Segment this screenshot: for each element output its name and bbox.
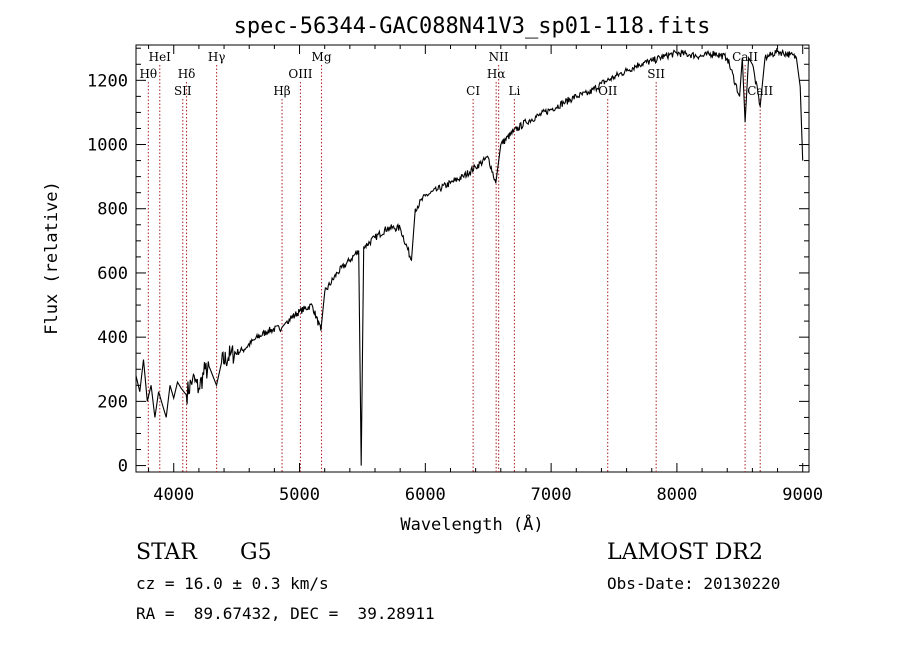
x-tick-label: 8000 — [656, 485, 697, 505]
x-tick-label: 9000 — [782, 485, 823, 505]
x-tick-label: 6000 — [405, 485, 446, 505]
line-marker-label: Mg — [312, 50, 332, 64]
coordinates-text: RA = 89.67432, DEC = 39.28911 — [136, 604, 435, 623]
line-marker-label: SII — [647, 67, 665, 81]
axis-ticks: 4000 5000 6000 7000 8000 9000 0 200 400 600 800 100… — [87, 45, 823, 505]
spectrum-line — [135, 48, 804, 466]
x-axis-label: Wavelength (Å) — [400, 513, 543, 535]
plot-frame — [135, 44, 810, 473]
y-tick-label: 600 — [97, 264, 128, 284]
obs-date-text: Obs-Date: 20130220 — [607, 574, 781, 593]
y-tick-label: 1000 — [87, 136, 128, 156]
line-marker-label: CaII — [732, 50, 758, 64]
y-axis-label: Flux (relative) — [42, 181, 62, 335]
line-marker-label: CaII — [747, 84, 773, 98]
object-class: STAR — [136, 540, 197, 565]
redshift-text: cz = 16.0 ± 0.3 km/s — [136, 574, 329, 593]
chart-title: spec-56344-GAC088N41V3_sp01-118.fits — [234, 14, 711, 39]
line-marker-label: OIII — [288, 67, 312, 81]
line-marker-label: Hβ — [273, 84, 290, 98]
survey-name: LAMOST DR2 — [607, 540, 763, 565]
y-tick-label: 400 — [97, 328, 128, 348]
line-marker-label: Hα — [487, 67, 506, 81]
line-marker-label: OII — [598, 84, 618, 98]
line-marker-label: NII — [489, 50, 509, 64]
line-marker-label: SII — [174, 84, 192, 98]
line-marker-label: Hγ — [208, 50, 226, 64]
y-tick-label: 200 — [97, 392, 128, 412]
x-tick-label: 5000 — [279, 485, 320, 505]
y-tick-label: 0 — [118, 457, 128, 477]
y-tick-label: 1200 — [87, 71, 128, 91]
x-tick-label: 7000 — [531, 485, 572, 505]
y-tick-label: 800 — [97, 200, 128, 220]
object-subclass: G5 — [240, 540, 272, 565]
line-marker-label: HeI — [149, 50, 172, 64]
line-marker-label: CI — [466, 84, 480, 98]
line-marker-label: Li — [508, 84, 520, 98]
line-marker-label: Hδ — [178, 67, 196, 81]
x-tick-label: 4000 — [153, 485, 194, 505]
line-marker-label: Hθ — [139, 67, 157, 81]
